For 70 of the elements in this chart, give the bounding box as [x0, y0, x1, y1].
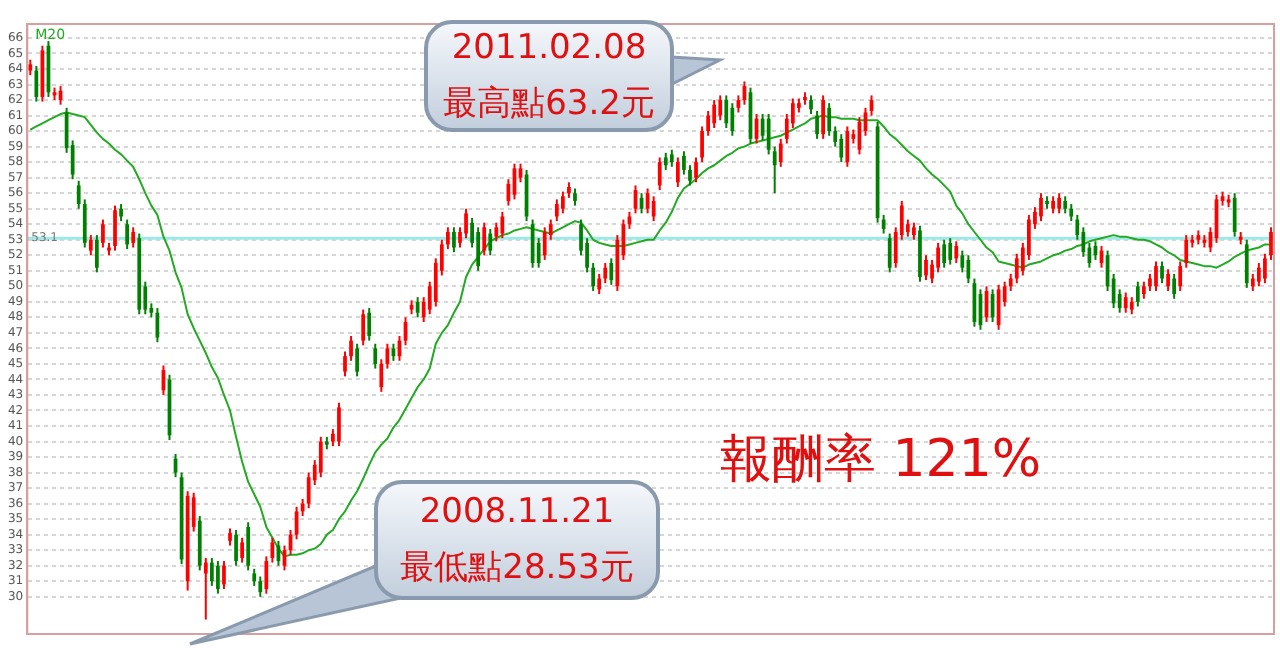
candlestick — [464, 207, 468, 240]
candlestick — [197, 515, 202, 572]
candlestick — [954, 240, 959, 265]
candlestick — [845, 125, 850, 168]
candlestick — [712, 99, 717, 129]
candlestick — [675, 156, 680, 188]
candlestick — [337, 401, 341, 448]
candlestick — [821, 94, 825, 140]
annotation: 2011.02.08 最高點63.2元 — [443, 26, 655, 128]
candlestick — [88, 234, 93, 257]
candlestick — [966, 254, 971, 285]
candlestick — [258, 575, 263, 598]
candlestick — [1166, 268, 1170, 292]
candlestick — [476, 226, 481, 272]
candlestick — [778, 137, 783, 168]
candlestick — [942, 238, 947, 269]
candlestick — [1160, 260, 1164, 285]
candlestick — [657, 156, 662, 192]
candlestick — [367, 307, 372, 342]
candlestick — [355, 342, 359, 378]
candlestick — [1135, 280, 1140, 308]
candlestick — [415, 296, 420, 319]
candlestick — [222, 560, 226, 590]
candlestick — [724, 94, 729, 129]
candlestick — [209, 556, 214, 587]
candlestick — [240, 536, 244, 564]
candlestick — [1172, 272, 1177, 300]
candlestick — [651, 195, 656, 223]
candlestick — [125, 218, 130, 251]
candlestick — [1057, 192, 1062, 215]
candlestick — [694, 156, 698, 184]
candlestick — [101, 218, 105, 249]
candlestick — [482, 221, 487, 257]
candlestick — [113, 204, 117, 252]
candlestick — [34, 64, 39, 103]
candlestick — [500, 210, 505, 240]
candlestick — [918, 224, 922, 283]
candlestick — [924, 254, 928, 282]
annotation: 2008.11.21 最低點28.53元 — [400, 490, 634, 592]
candlestick — [1123, 291, 1128, 314]
candlestick — [730, 102, 735, 137]
candlestick — [542, 226, 547, 261]
candlestick — [216, 560, 220, 595]
candlestick — [1232, 192, 1237, 238]
candlestick — [318, 435, 323, 479]
candlestick — [361, 308, 366, 347]
candlestick — [609, 257, 614, 286]
candlestick — [94, 234, 99, 274]
candlestick — [948, 237, 953, 266]
candlestick — [996, 283, 1001, 331]
candlestick — [234, 529, 238, 567]
candlestick — [373, 342, 378, 370]
candlestick — [452, 226, 456, 254]
candlestick — [718, 94, 723, 122]
speech-bubble: 2008.11.21 最低點28.53元 — [190, 480, 660, 650]
annotation: 報酬率 121% — [720, 428, 1042, 494]
candlestick — [131, 226, 136, 249]
candlestick — [1256, 262, 1261, 288]
candlestick — [554, 198, 559, 223]
candlestick — [887, 232, 892, 274]
candlestick — [839, 133, 844, 164]
candlestick — [1244, 238, 1249, 289]
candlestick — [815, 109, 819, 140]
candlestick — [203, 556, 208, 621]
candlestick — [1039, 192, 1043, 223]
candlestick — [246, 521, 251, 572]
candlestick — [1154, 260, 1158, 292]
candlestick — [809, 94, 813, 116]
candlestick — [561, 190, 565, 215]
candlestick — [488, 227, 493, 257]
